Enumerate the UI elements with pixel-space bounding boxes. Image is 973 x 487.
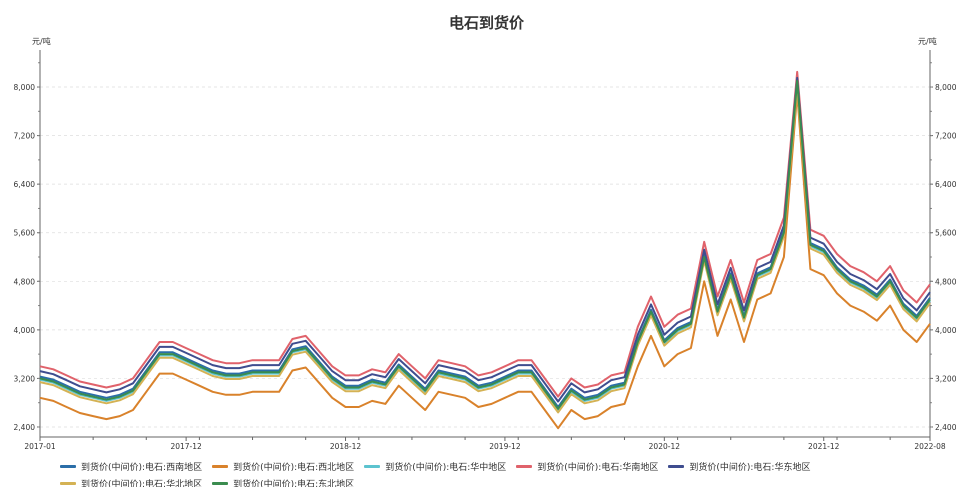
legend-swatch <box>516 465 533 468</box>
legend-label: 到货价(中间价):电石:华中地区 <box>385 463 507 473</box>
y-tick-label-left: 4,000 <box>14 326 36 335</box>
x-tick-label: 2017-01 <box>24 442 56 451</box>
legend-item[interactable]: 到货价(中间价):电石:华南地区 <box>516 460 658 473</box>
x-tick-label: 2020-12 <box>649 442 681 451</box>
y-tick-label-right: 7,200 <box>935 132 957 141</box>
y-tick-label-right: 2,400 <box>935 423 957 432</box>
legend-item[interactable]: 到货价(中间价):电石:西北地区 <box>212 460 354 473</box>
series-line-1 <box>39 92 931 430</box>
y-tick-label-left: 8,000 <box>14 83 36 92</box>
y-tick-label-left: 4,800 <box>14 277 36 286</box>
legend: 到货价(中间价):电石:西南地区 到货价(中间价):电石:西北地区 到货价(中间价)… <box>60 460 940 487</box>
y-tick-label-right: 4,000 <box>935 326 957 335</box>
y-axis-unit-left: 元/吨 <box>32 37 51 46</box>
legend-swatch <box>364 465 381 468</box>
legend-item[interactable]: 到货价(中间价):电石:华东地区 <box>668 460 810 473</box>
legend-label: 到货价(中间价):电石:西南地区 <box>81 463 203 473</box>
x-tick-label: 2021-12 <box>808 442 840 451</box>
y-tick-label-right: 8,000 <box>935 83 957 92</box>
legend-swatch <box>60 465 76 468</box>
series-line-2 <box>39 83 931 411</box>
legend-swatch <box>212 482 229 485</box>
legend-label: 到货价(中间价):电石:东北地区 <box>233 480 355 487</box>
legend-swatch <box>212 465 229 468</box>
legend-label: 到货价(中间价):电石:华东地区 <box>689 463 811 473</box>
legend-item[interactable]: 到货价(中间价):电石:华中地区 <box>364 460 506 473</box>
y-tick-label-left: 5,600 <box>14 229 36 238</box>
series-line-3 <box>39 70 931 398</box>
legend-label: 到货价(中间价):电石:华南地区 <box>537 463 659 473</box>
legend-item[interactable]: 到货价(中间价):电石:西南地区 <box>60 460 202 473</box>
series-line-6 <box>39 80 931 410</box>
legend-item[interactable]: 到货价(中间价):电石:华北地区 <box>60 477 202 487</box>
y-tick-label-left: 2,400 <box>14 423 36 432</box>
legend-swatch <box>668 465 685 468</box>
y-tick-label-right: 4,800 <box>935 277 957 286</box>
legend-item[interactable]: 到货价(中间价):电石:东北地区 <box>212 477 354 487</box>
y-tick-label-right: 3,200 <box>935 374 957 383</box>
legend-swatch <box>60 482 76 485</box>
y-axis-unit-right: 元/吨 <box>918 37 937 46</box>
x-tick-label: 2019-12 <box>489 442 521 451</box>
series-line-5 <box>39 86 931 414</box>
series-line-4 <box>39 76 931 403</box>
legend-label: 到货价(中间价):电石:华北地区 <box>81 480 203 487</box>
x-tick-label: 2022-08 <box>914 442 946 451</box>
y-tick-label-left: 7,200 <box>14 132 36 141</box>
legend-label: 到货价(中间价):电石:西北地区 <box>233 463 355 473</box>
x-tick-label: 2017-12 <box>170 442 202 451</box>
chart-title: 电石到货价 <box>448 14 524 32</box>
y-tick-label-right: 6,400 <box>935 180 957 189</box>
y-tick-label-left: 6,400 <box>14 180 36 189</box>
y-tick-label-right: 5,600 <box>935 229 957 238</box>
y-tick-label-left: 3,200 <box>14 374 36 383</box>
x-tick-label: 2018-12 <box>330 442 362 451</box>
